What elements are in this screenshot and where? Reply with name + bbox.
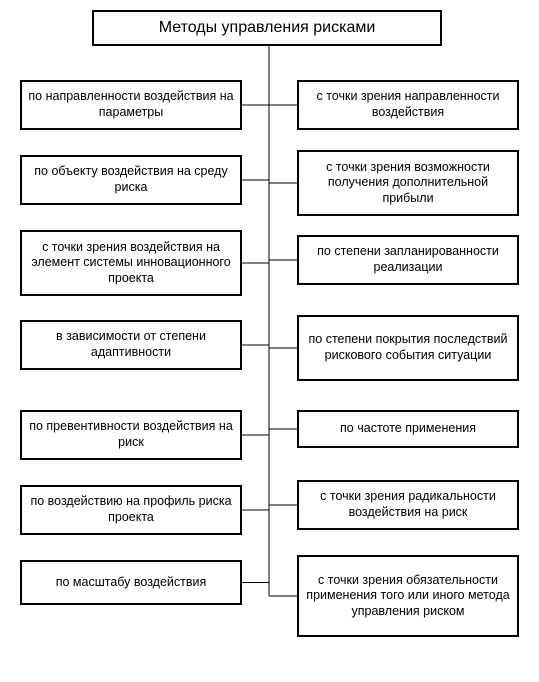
left-node-1: по объекту воздействия на среду риска: [20, 155, 242, 205]
left-node-3: в зависимости от степени адаптивности: [20, 320, 242, 370]
left-node-6: по масштабу воздействия: [20, 560, 242, 605]
left-node-label-3: в зависимости от степени адаптивности: [28, 329, 234, 360]
right-node-label-4: по частоте применения: [340, 421, 476, 437]
right-node-label-5: с точки зрения радикальности воздействия…: [305, 489, 511, 520]
right-node-6: с точки зрения обязательности применения…: [297, 555, 519, 637]
right-node-label-3: по степени покрытия последствий рисковог…: [305, 332, 511, 363]
left-node-label-1: по объекту воздействия на среду риска: [28, 164, 234, 195]
right-node-5: с точки зрения радикальности воздействия…: [297, 480, 519, 530]
right-node-label-6: с точки зрения обязательности применения…: [305, 573, 511, 620]
left-node-label-0: по направленности воздействия на парамет…: [28, 89, 234, 120]
left-node-4: по превентивности воздействия на риск: [20, 410, 242, 460]
right-node-3: по степени покрытия последствий рисковог…: [297, 315, 519, 381]
title-text: Методы управления рисками: [159, 19, 376, 37]
left-node-2: с точки зрения воздействия на элемент си…: [20, 230, 242, 296]
right-node-label-1: с точки зрения возможности получения доп…: [305, 160, 511, 207]
title-box: Методы управления рисками: [92, 10, 442, 46]
left-node-0: по направленности воздействия на парамет…: [20, 80, 242, 130]
right-node-label-0: с точки зрения направленности воздействи…: [305, 89, 511, 120]
left-node-label-6: по масштабу воздействия: [56, 575, 207, 591]
left-node-5: по воздействию на профиль риска проекта: [20, 485, 242, 535]
right-node-label-2: по степени запланированности реализации: [305, 244, 511, 275]
left-node-label-5: по воздействию на профиль риска проекта: [28, 494, 234, 525]
left-node-label-4: по превентивности воздействия на риск: [28, 419, 234, 450]
right-node-4: по частоте применения: [297, 410, 519, 448]
right-node-0: с точки зрения направленности воздействи…: [297, 80, 519, 130]
right-node-1: с точки зрения возможности получения доп…: [297, 150, 519, 216]
left-node-label-2: с точки зрения воздействия на элемент си…: [28, 240, 234, 287]
right-node-2: по степени запланированности реализации: [297, 235, 519, 285]
